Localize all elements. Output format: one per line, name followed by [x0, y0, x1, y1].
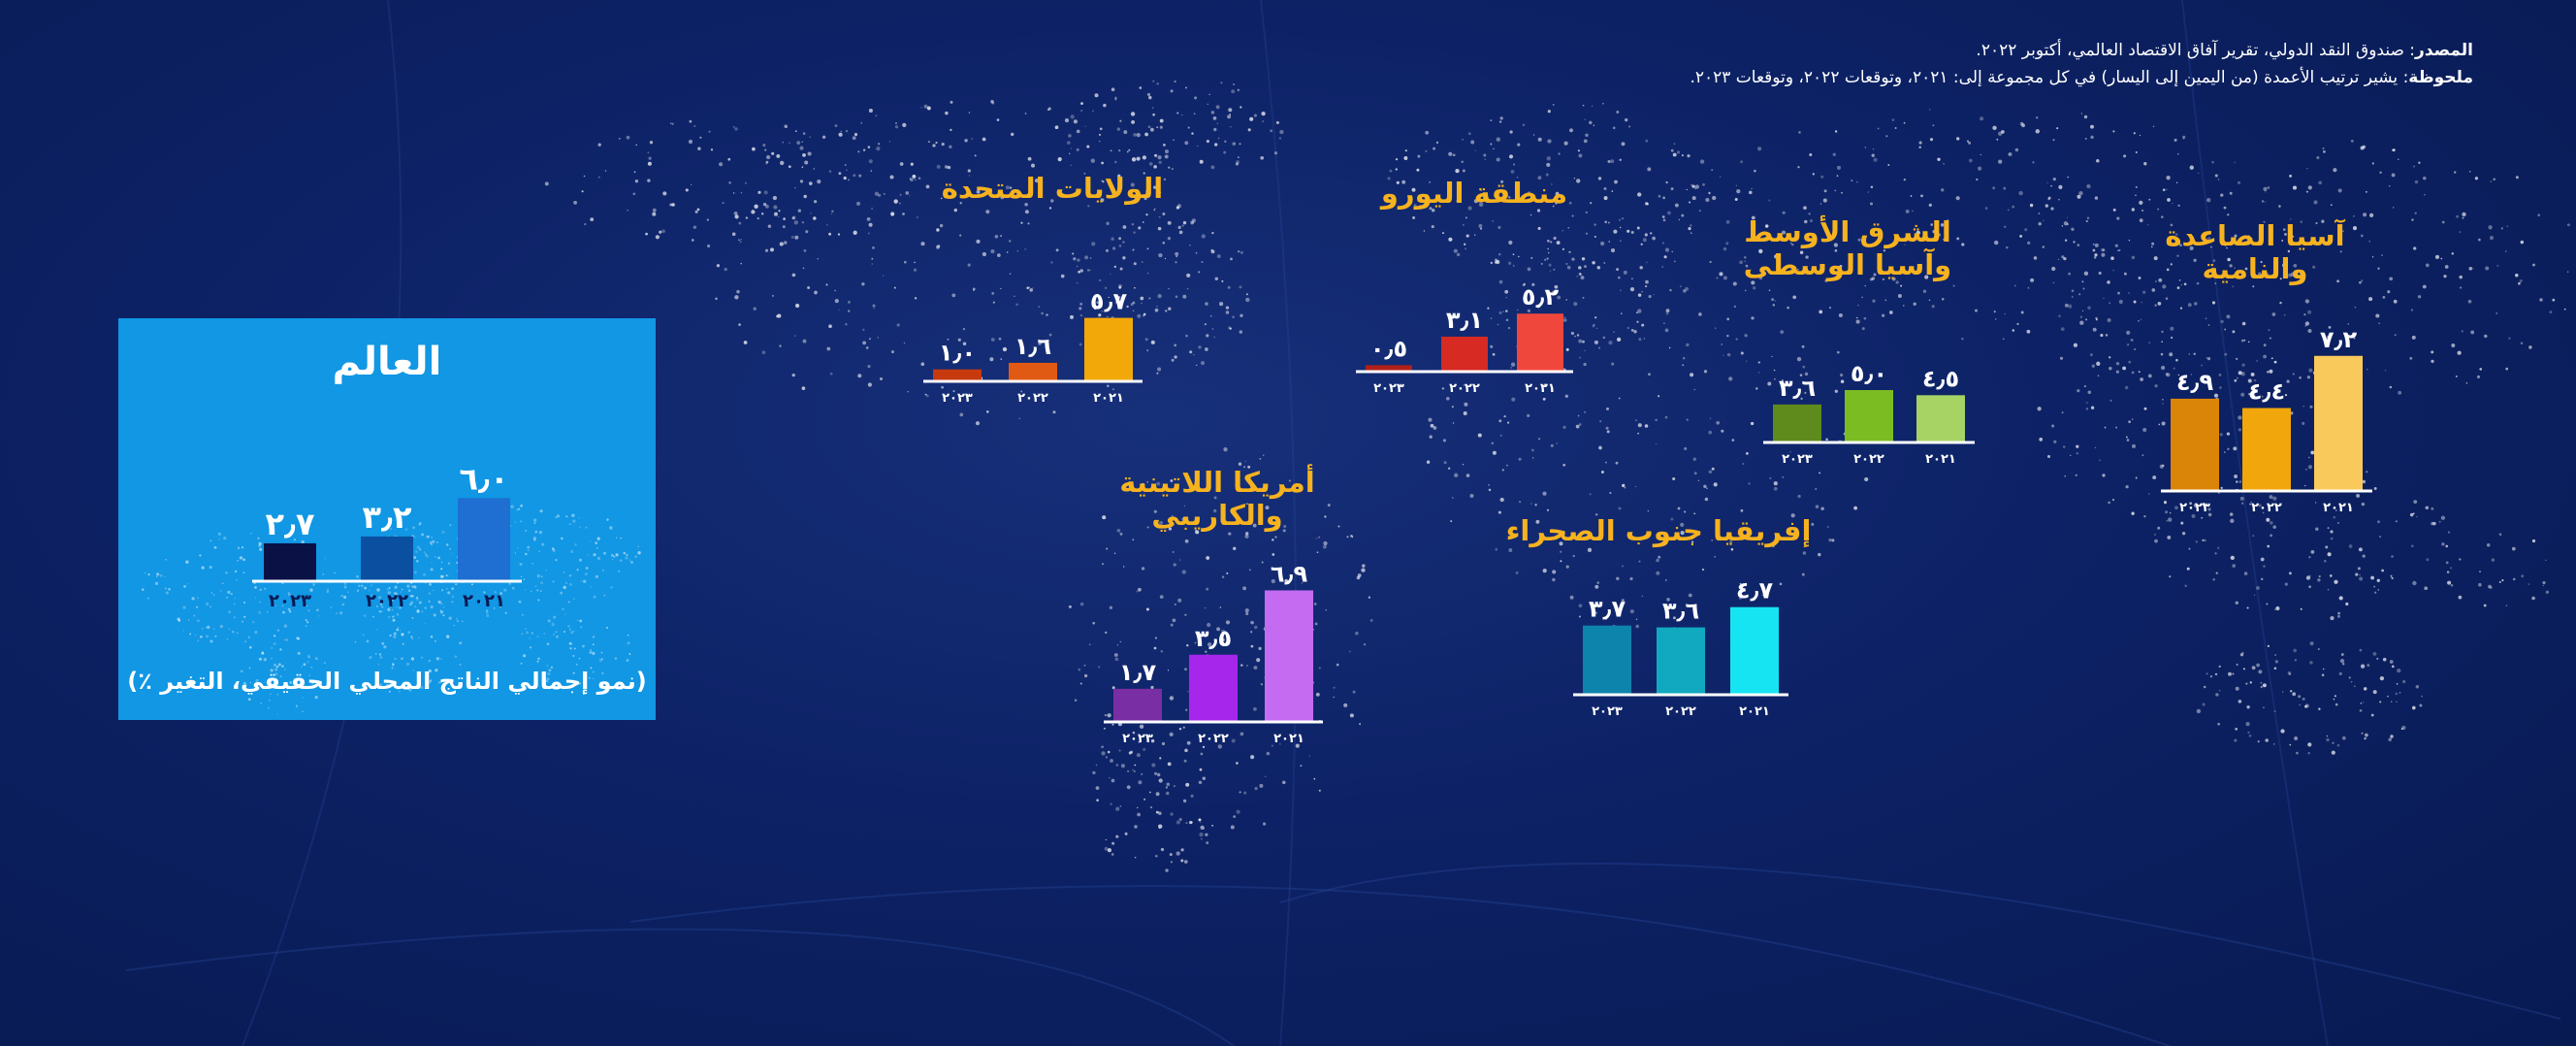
bar-1 [1845, 390, 1893, 441]
bar-1 [2242, 408, 2291, 490]
bar-2 [1084, 317, 1133, 380]
category-label-0: ٢٠٢٣ [942, 391, 973, 406]
category-label-1: ٢٠٢٢ [1017, 391, 1048, 406]
value-label-1: ٥٫٠ [1851, 360, 1887, 387]
value-label-0: ٣٫٦ [1779, 375, 1816, 402]
us-title: الولايات المتحدة [941, 172, 1164, 205]
bar-2 [2314, 355, 2363, 490]
category-label-0: ٢٠٢٣ [1373, 381, 1404, 396]
bar-1 [361, 536, 413, 580]
category-label-2: ٢٠٢١ [1925, 452, 1956, 467]
bar-0 [1583, 625, 1631, 694]
value-label-2: ٧٫٢ [2320, 326, 2358, 353]
value-label-2: ٦٫٠ [459, 460, 508, 497]
graticule-line [125, 928, 1236, 1046]
mideast-central-asia-chart: ٣٫٦ ٢٠٢٣ ٥٫٠ ٢٠٢٢ ٤٫٥ ٢٠٢١ [1763, 360, 1975, 467]
latin-america-title: أمريكا اللاتينية والكاريبي [1119, 466, 1315, 532]
note-label: ملحوظة [2408, 68, 2473, 87]
value-label-1: ٣٫٢ [362, 499, 411, 536]
category-label-1: ٢٠٢٢ [1853, 452, 1884, 467]
bar-0 [264, 542, 316, 580]
value-label-2: ٤٫٥ [1922, 365, 1959, 392]
euro-area-title: منطقة اليورو [1380, 177, 1568, 210]
graticule-line [1260, 0, 1297, 1046]
bar-1 [1189, 654, 1238, 721]
graticule-line [629, 885, 2173, 1046]
note-text: : يشير ترتيب الأعمدة (من اليمين إلى اليس… [1690, 68, 2409, 87]
world-panel: العالم ٢٫٧ ٢٠٢٣ ٣٫٢ ٢٠٢٢ ٦٫٠ ٢٠٢١ (نمو إجمالي… [118, 318, 656, 720]
bar-2 [1916, 395, 1965, 441]
value-label-0: ٤٫٩ [2176, 369, 2214, 396]
category-label-2: ٢٠٢١ [463, 591, 505, 611]
bar-0 [1773, 404, 1821, 441]
category-label-0: ٢٠٢٣ [2179, 501, 2210, 515]
value-label-1: ٣٫١ [1446, 307, 1483, 334]
us-chart: ١٫٠ ٢٠٢٣ ١٫٦ ٢٠٢٢ ٥٫٧ ٢٠٢١ [923, 288, 1143, 406]
sub-saharan-africa-title: إفريقيا جنوب الصحراء [1505, 514, 1812, 547]
value-label-0: ٠٫٥ [1370, 335, 1407, 362]
category-label-1: ٢٠٢٢ [1665, 704, 1696, 719]
value-label-1: ٣٫٦ [1662, 598, 1699, 625]
value-label-2: ٦٫٩ [1271, 560, 1308, 587]
euro-area-chart: ٠٫٥ ٢٠٢٣ ٣٫١ ٢٠٢٢ ٥٫٢ ٢٠٢١ [1356, 283, 1573, 396]
bar-2 [1730, 606, 1779, 694]
category-label-0: ٢٠٢٣ [1122, 732, 1153, 746]
value-label-1: ٤٫٤ [2248, 378, 2285, 406]
emerging-asia-title: آسيا الصاعدة والنامية [2165, 219, 2345, 285]
category-label-1: ٢٠٢٢ [2251, 501, 2282, 515]
mideast-central-asia-title: الشرق الأوسط وآسيا الوسطى [1743, 215, 1952, 281]
bar-1 [1009, 362, 1057, 380]
graticule-line [2181, 0, 2329, 1046]
sub-saharan-africa-chart: ٣٫٧ ٢٠٢٣ ٣٫٦ ٢٠٢٢ ٤٫٧ ٢٠٢١ [1573, 577, 1788, 719]
category-label-0: ٢٠٢٣ [1592, 704, 1623, 719]
source-label: المصدر [2415, 41, 2473, 60]
source-note: المصدر: صندوق النقد الدولي، تقرير آفاق ا… [1115, 37, 2473, 91]
value-label-1: ١٫٦ [1014, 333, 1051, 360]
bar-0 [933, 369, 982, 380]
category-label-2: ٢٠٢١ [1273, 732, 1304, 746]
bar-1 [1441, 336, 1488, 371]
bar-2 [1517, 313, 1563, 371]
bar-0 [1366, 365, 1412, 371]
value-label-0: ١٫٧ [1119, 659, 1157, 686]
category-label-2: ٢٠٢١ [2323, 501, 2354, 515]
category-label-2: ٢٠٢١ [1739, 704, 1770, 719]
bar-0 [2171, 398, 2219, 490]
bar-2 [1265, 590, 1313, 721]
value-label-0: ٢٫٧ [265, 506, 314, 542]
world-chart-caption: (نمو إجمالي الناتج المحلي الحقيقي، التغي… [127, 668, 647, 695]
category-label-0: ٢٠٢٣ [269, 591, 311, 611]
category-label-1: ٢٠٢٢ [1198, 732, 1229, 746]
graticule-line [1279, 863, 2561, 1020]
category-label-2: ٢٠٢١ [1093, 391, 1124, 406]
value-label-2: ٤٫٧ [1736, 577, 1774, 605]
world-chart: ٢٫٧ ٢٠٢٣ ٣٫٢ ٢٠٢٢ ٦٫٠ ٢٠٢١ [252, 460, 522, 611]
value-label-2: ٥٫٧ [1090, 288, 1128, 315]
category-label-2: ٢٠٢١ [1525, 381, 1556, 396]
bar-2 [458, 498, 510, 580]
latin-america-chart: ١٫٧ ٢٠٢٣ ٣٫٥ ٢٠٢٢ ٦٫٩ ٢٠٢١ [1104, 560, 1323, 746]
map-dots [544, 80, 2570, 872]
category-label-1: ٢٠٢٢ [1449, 381, 1480, 396]
value-label-2: ٥٫٢ [1522, 283, 1560, 311]
value-label-1: ٣٫٥ [1195, 625, 1232, 652]
category-label-0: ٢٠٢٣ [1782, 452, 1813, 467]
value-label-0: ١٫٠ [939, 340, 976, 367]
category-label-1: ٢٠٢٢ [366, 591, 408, 611]
value-label-0: ٣٫٧ [1589, 596, 1626, 623]
bar-0 [1113, 688, 1162, 721]
bar-1 [1657, 627, 1705, 694]
emerging-asia-chart: ٤٫٩ ٢٠٢٣ ٤٫٤ ٢٠٢٢ ٧٫٢ ٢٠٢١ [2161, 326, 2372, 515]
source-text: : صندوق النقد الدولي، تقرير آفاق الاقتصا… [1976, 41, 2416, 60]
world-chart-title: العالم [332, 340, 442, 384]
